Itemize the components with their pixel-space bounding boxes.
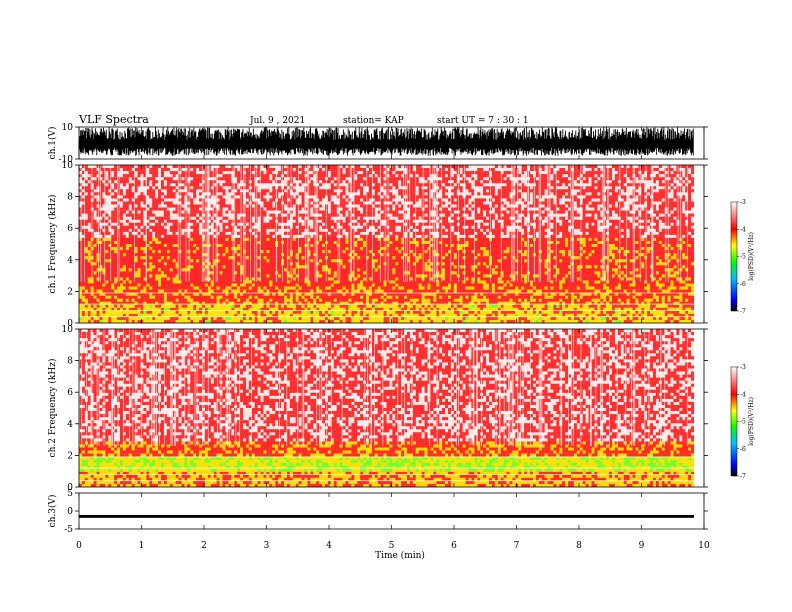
x-tick-label: 9 bbox=[639, 541, 645, 551]
ch2-colorbar: -3 -4 -5 -6 -7 log(PSD)(V²/Hz) bbox=[730, 364, 755, 480]
x-tick-label: 5 bbox=[389, 541, 395, 551]
x-tick-label: 7 bbox=[514, 541, 520, 551]
colorbar-label: log(PSD)(V²/Hz) bbox=[748, 232, 755, 281]
x-tick-label: 10 bbox=[698, 541, 710, 551]
x-tick-label: 3 bbox=[264, 541, 270, 551]
x-tick-label: 6 bbox=[451, 541, 457, 551]
colorbar-tick-label: -7 bbox=[740, 308, 746, 315]
colorbar-tick-label: -4 bbox=[740, 226, 746, 233]
sp2-ytick-label: 2 bbox=[67, 451, 73, 461]
figure-title: VLF Spectra bbox=[78, 113, 149, 126]
ch1-colorbar: -3 -4 -5 -6 -7 log(PSD)(V²/Hz) bbox=[730, 199, 755, 315]
ch2-spectrogram-panel: 0 2 4 6 8 10 ch.2 Frequency (kHz) bbox=[47, 325, 708, 493]
x-tick-label: 1 bbox=[139, 541, 145, 551]
colorbar-scale bbox=[730, 366, 738, 477]
sp1-ytick-label: 6 bbox=[67, 224, 73, 234]
sp2-ytick-label: 8 bbox=[67, 357, 73, 367]
sp1-ytick-label: 8 bbox=[67, 193, 73, 203]
colorbar-label: log(PSD)(V²/Hz) bbox=[748, 397, 755, 446]
ch3-ylabel: ch.3(V) bbox=[47, 495, 58, 528]
ch1-spectrogram-panel: 0 2 4 6 8 10 ch.1 Frequency (kHz) bbox=[47, 161, 708, 329]
colorbar-tick-label: -5 bbox=[740, 254, 746, 261]
ch1-trace bbox=[78, 127, 694, 156]
ch3-ytick-label: 0 bbox=[67, 507, 73, 517]
ch1-ylabel: ch.1(V) bbox=[47, 127, 58, 160]
x-tick-label: 8 bbox=[576, 541, 582, 551]
colorbar-tick-label: -3 bbox=[740, 199, 746, 206]
ch3-waveform-panel: 5 0 -5 ch.3(V) bbox=[47, 489, 708, 535]
start-time-label: start UT = 7 : 30 : 1 bbox=[437, 116, 529, 126]
ch3-trace bbox=[79, 514, 694, 518]
ch3-ytick-label: -5 bbox=[64, 525, 73, 535]
sp2-ytick-label: 6 bbox=[67, 388, 73, 398]
x-tick-label: 0 bbox=[76, 541, 82, 551]
spectrogram-cells-green bbox=[79, 456, 692, 472]
ch1-ytick-label: 10 bbox=[62, 123, 74, 133]
spectrogram-streaks bbox=[79, 329, 688, 446]
ch3-ytick-label: 5 bbox=[67, 489, 73, 499]
colorbar-tick-label: -6 bbox=[740, 446, 746, 453]
sp1-ytick-label: 10 bbox=[62, 161, 74, 171]
spectrogram-cells-green bbox=[79, 304, 677, 324]
colorbar-scale bbox=[730, 201, 738, 312]
colorbar-tick-label: -3 bbox=[740, 364, 746, 371]
time-axis: 0 1 2 3 4 5 6 7 8 9 10 bbox=[76, 541, 710, 551]
date-label: Jul. 9 , 2021 bbox=[249, 116, 305, 126]
station-label: station= KAP bbox=[343, 116, 404, 126]
x-axis-label: Time (min) bbox=[375, 550, 425, 561]
sp2-ytick-label: 4 bbox=[67, 420, 73, 430]
sp2-ylabel: ch.2 Frequency (kHz) bbox=[47, 359, 58, 458]
sp1-ytick-label: 4 bbox=[67, 256, 73, 266]
sp1-ytick-label: 2 bbox=[67, 287, 73, 297]
colorbar-tick-label: -6 bbox=[740, 281, 746, 288]
ch3-frame bbox=[78, 492, 705, 530]
colorbar-tick-label: -7 bbox=[740, 473, 746, 480]
sp1-ytick-label: 0 bbox=[67, 319, 73, 329]
sp2-ytick-label: 10 bbox=[62, 325, 74, 335]
sp2-ytick-label: 0 bbox=[67, 483, 73, 493]
spectrogram-cells-pale bbox=[79, 329, 695, 442]
colorbar-tick-label: -4 bbox=[740, 391, 746, 398]
sp1-ylabel: ch.1 Frequency (kHz) bbox=[47, 195, 58, 294]
colorbar-tick-label: -5 bbox=[740, 419, 746, 426]
ch1-ytick-label: -10 bbox=[59, 155, 74, 165]
x-tick-label: 2 bbox=[201, 541, 207, 551]
spectrogram-streaks bbox=[80, 165, 688, 282]
x-tick-label: 4 bbox=[326, 541, 332, 551]
